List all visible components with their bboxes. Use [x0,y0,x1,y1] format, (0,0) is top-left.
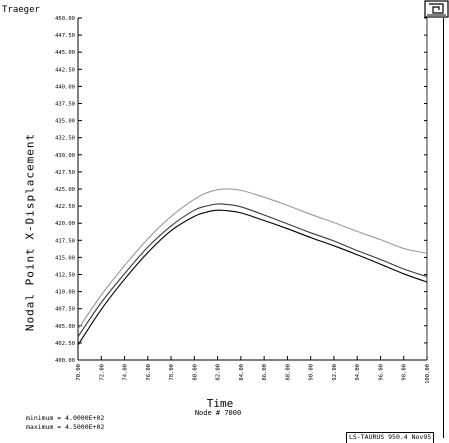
series-line-2 [77,203,428,338]
y-tick-label: 442.50 [55,67,75,73]
y-tick-label: 422.50 [55,204,75,210]
maximum-label: maximum = [26,423,62,431]
x-tick-label: 70.00 [76,364,82,381]
maximum-row: maximum = 4.5000E+02 [26,423,104,431]
y-tick-label: 432.50 [55,136,75,142]
x-tick-label: 96.00 [378,364,384,381]
minimum-label: minimum = [26,414,62,422]
y-tick-label: 430.00 [55,153,75,159]
y-tick-label: 445.00 [55,50,75,56]
minimum-value: 4.0000E+02 [65,414,105,422]
y-tick-label: 425.00 [55,187,75,193]
x-tick-label: 94.00 [355,364,361,381]
right-frame-border [443,18,449,438]
x-tick-label: 90.00 [309,364,315,381]
y-tick-label: 402.50 [55,341,75,347]
x-tick-label: 72.00 [99,364,105,381]
x-tick-label: 80.00 [192,364,198,381]
x-tick-label: 84.00 [239,364,245,381]
y-tick-label: 435.00 [55,119,75,125]
x-tick-label: 86.00 [262,364,268,381]
x-tick-label: 82.00 [216,364,222,381]
version-label: LS-TAURUS 950.4 Nov95 [346,432,435,443]
x-tick-label: 74.00 [123,364,129,381]
page-title: Traeger [2,5,40,15]
series-line-1 [77,188,428,330]
y-tick-label: 417.50 [55,238,75,244]
series-line-3 [77,209,428,346]
axes-layer: 400.00 402.50 405.00 407.50 410.00 412.50 415.… [55,16,431,384]
maximum-value: 4.5000E+02 [65,423,105,431]
x-tick-label: 76.00 [146,364,152,381]
y-tick-label: 447.50 [55,33,75,39]
y-tick-label: 437.50 [55,102,75,108]
minimum-row: minimum = 4.0000E+02 [26,414,104,422]
y-tick-label: 420.00 [55,221,75,227]
x-tick-label: 98.00 [402,364,408,381]
x-tick-label: 78.00 [169,364,175,381]
y-tick-label: 450.00 [55,16,75,22]
x-tick-label: 88.00 [285,364,291,381]
y-tick-label: 410.00 [55,290,75,296]
y-tick-label: 440.00 [55,84,75,90]
x-tick-label: 100.00 [425,364,431,384]
y-tick-label: 412.50 [55,273,75,279]
node-label: Node # 7000 [194,409,242,417]
ls-taurus-logo-icon [424,0,449,18]
x-axis-label: Time [206,397,234,410]
y-tick-label: 407.50 [55,307,75,313]
x-tick-label: 92.00 [332,364,338,381]
y-tick-label: 415.00 [55,255,75,261]
y-tick-label: 405.00 [55,324,75,330]
series-layer [77,188,428,346]
y-tick-label: 427.50 [55,170,75,176]
y-tick-label: 400.00 [55,358,75,364]
